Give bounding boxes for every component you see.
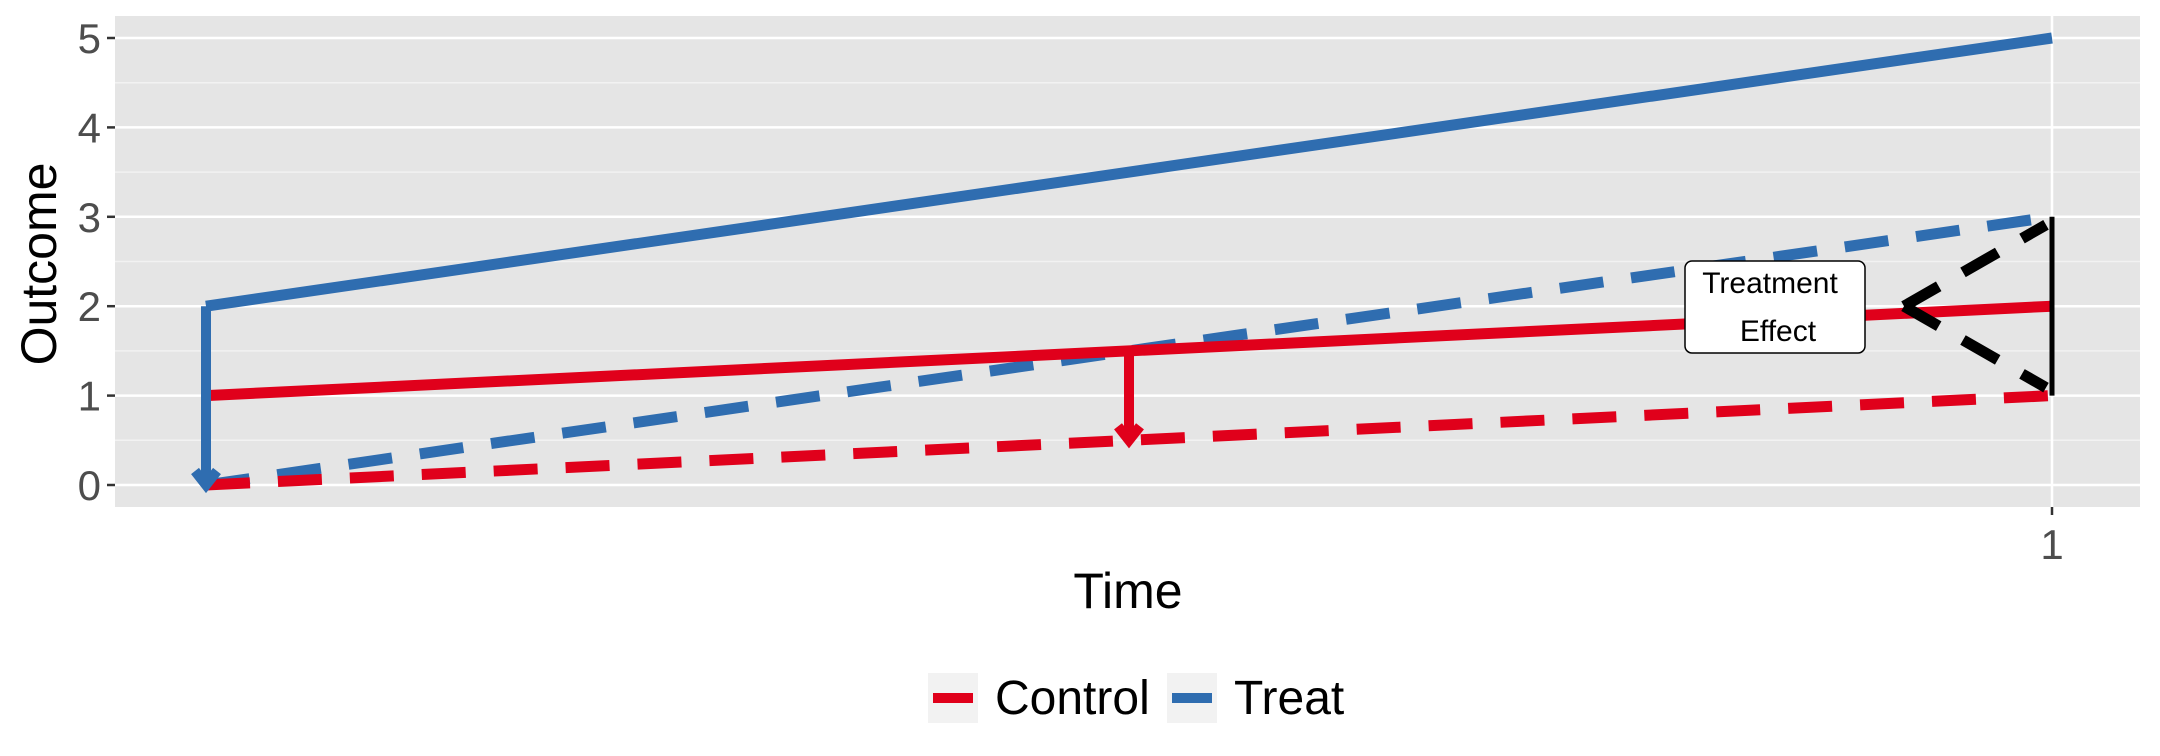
grid-major [115,16,2140,507]
treatment-effect-label: Treatment Effect [1684,260,1866,354]
y-tick-label-4: 4 [78,104,101,151]
annotation-box [1684,260,1866,354]
legend-label-control: Control [995,672,1150,725]
y-tick-label-0: 0 [78,462,101,509]
annotation-line-2: Effect [1740,315,1817,348]
y-tick-label-5: 5 [78,15,101,62]
series-line-control-dashed [205,390,2053,491]
y-tick-label-2: 2 [78,283,101,330]
arrow-head-0 [191,467,221,494]
y-axis-label: Outcome [11,163,67,366]
x-axis: 1 [2040,507,2064,568]
y-tick-label-1: 1 [78,373,101,420]
bracket-arm-lower [1901,301,2049,393]
y-tick-label-3: 3 [78,194,101,241]
bracket-arm-upper [1901,220,2049,311]
arrow-layer [191,306,1144,494]
legend: Control Treat [928,672,1344,725]
y-axis: 0 1 2 3 4 5 [78,15,115,509]
series-line-treat-solid [205,32,2053,312]
legend-label-treat: Treat [1234,672,1344,725]
x-tick-label-1: 1 [2040,521,2063,568]
arrow-head-1 [1114,423,1144,449]
x-axis-label: Time [1073,563,1182,619]
annotation-line-1: Treatment [1702,267,1838,300]
effect-bracket [1901,216,2055,396]
